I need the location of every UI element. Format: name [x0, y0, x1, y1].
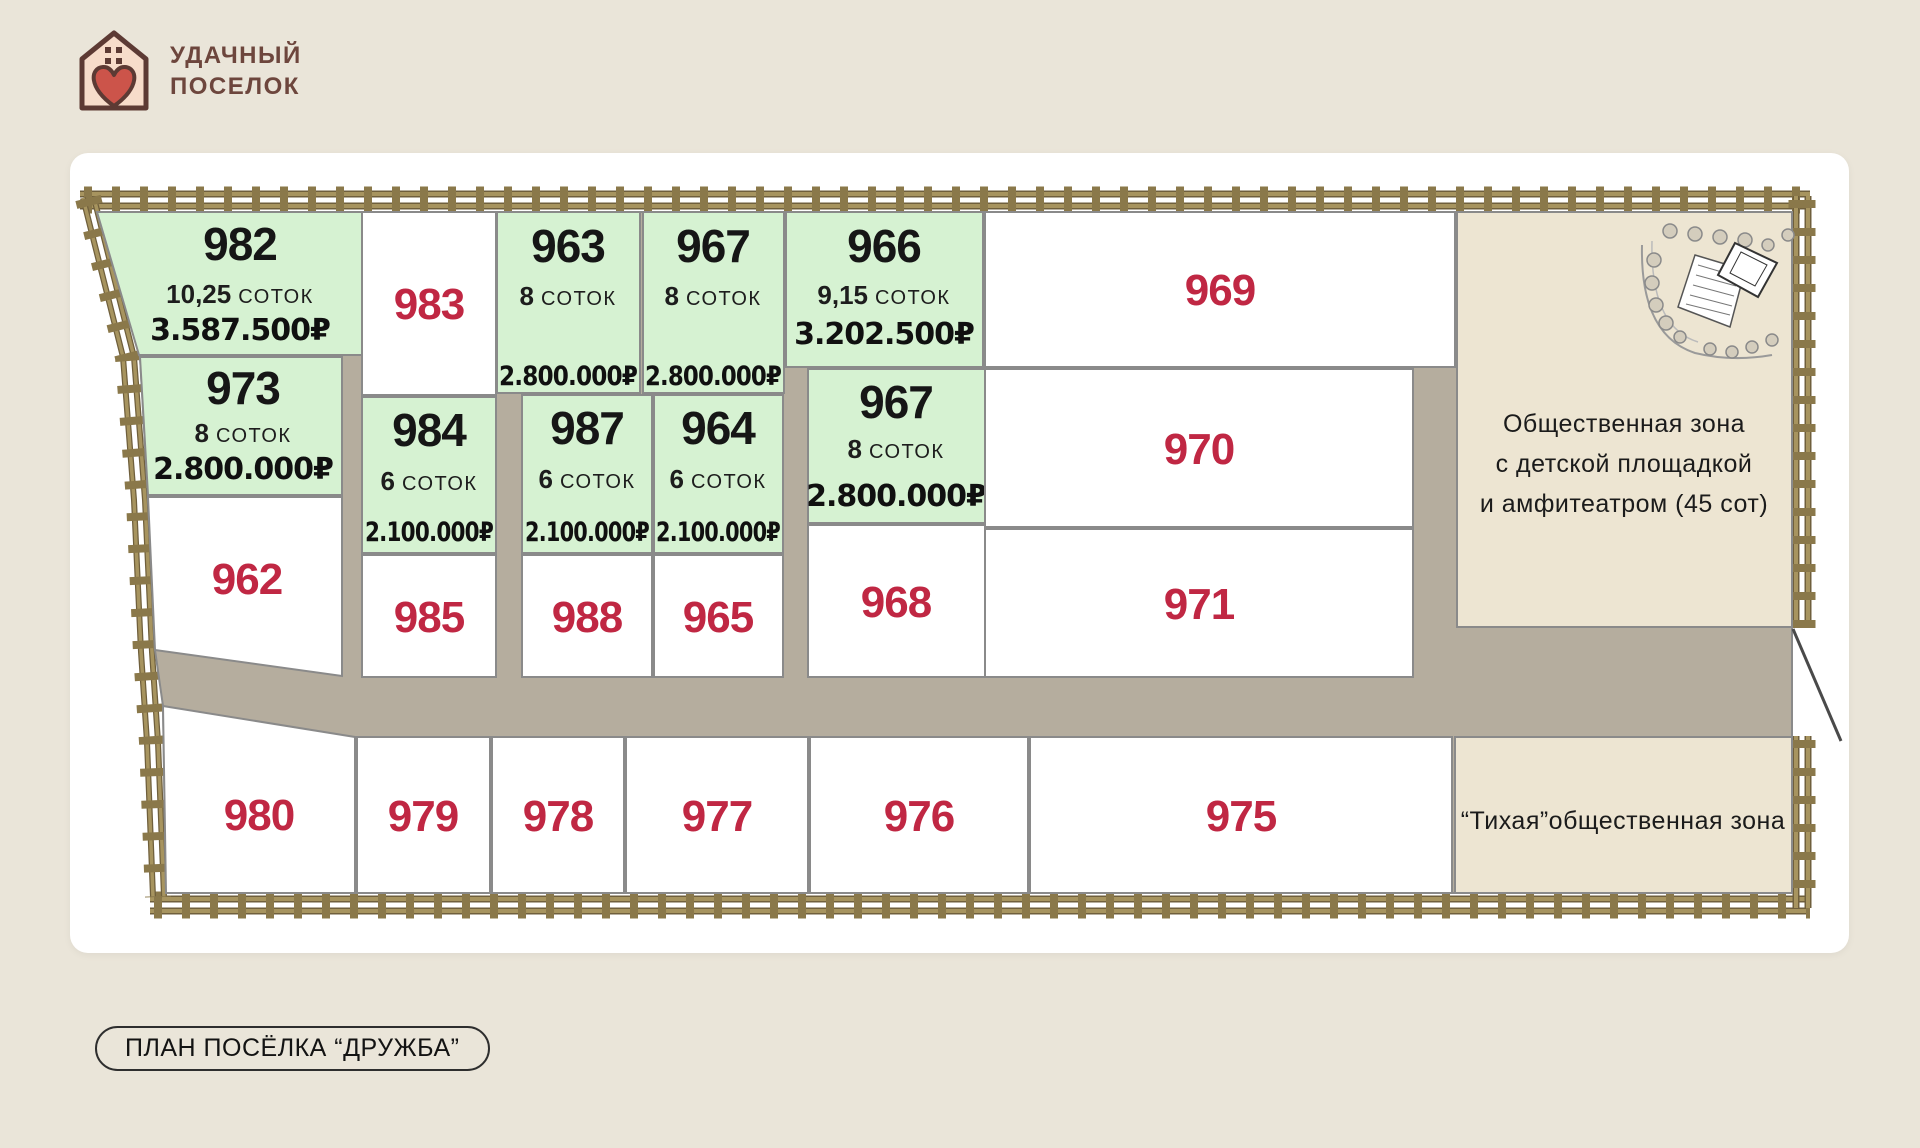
plot-966[interactable]: 966 9,15 СОТОК 3.202.500₽	[785, 211, 984, 368]
plot-price: 3.202.500₽	[794, 317, 974, 352]
plot-price: 2.800.000₽	[806, 479, 986, 514]
plot-number: 977	[682, 792, 752, 841]
plot-984[interactable]: 984 6 СОТОК 2.100.000₽	[361, 396, 497, 554]
plot-number: 971	[1164, 580, 1235, 629]
plot-size: 8 СОТОК	[847, 434, 944, 464]
plot-967-lower[interactable]: 967 8 СОТОК 2.800.000₽	[806, 368, 987, 524]
amphitheater-illustration	[1640, 223, 1795, 360]
plot-number: 965	[683, 593, 754, 642]
plot-983[interactable]: 983	[361, 211, 497, 396]
fence-top	[80, 186, 1810, 214]
plot-number: 984	[392, 404, 467, 456]
plot-number: 973	[206, 362, 280, 414]
plot-965[interactable]: 965	[653, 554, 784, 678]
plot-number: 987	[550, 402, 624, 454]
plot-978[interactable]: 978	[491, 736, 625, 894]
plot-982[interactable]: 982 10,25 СОТОК 3.587.500₽	[95, 211, 363, 356]
plot-976[interactable]: 976	[809, 736, 1029, 894]
fence-bottom	[150, 891, 1810, 919]
plot-975[interactable]: 975	[1029, 736, 1453, 894]
plot-price: 2.800.000₽	[499, 361, 637, 392]
plot-969[interactable]: 969	[984, 211, 1456, 368]
plot-number: 963	[531, 220, 605, 272]
plot-number: 967	[859, 376, 933, 428]
plot-price: 2.800.000₽	[153, 452, 333, 487]
plot-970[interactable]: 970	[984, 368, 1414, 528]
plot-973[interactable]: 973 8 СОТОК 2.800.000₽	[138, 356, 343, 496]
plot-number: 962	[212, 555, 282, 604]
plot-size: 10,25 СОТОК	[166, 279, 314, 309]
zone-public-label-line2: с детской площадкой	[1496, 450, 1753, 478]
zone-public-label-line1: Общественная зона	[1503, 410, 1745, 438]
logo-house-heart-icon	[79, 30, 149, 111]
plot-number: 975	[1206, 792, 1277, 841]
stage-building	[1716, 241, 1779, 299]
plot-number: 976	[884, 792, 954, 841]
plot-price: 2.800.000₽	[645, 361, 781, 392]
zone-quiet-area	[1454, 736, 1793, 894]
plot-size: 8 СОТОК	[519, 281, 616, 311]
logo-line1: УДАЧНЫЙ	[170, 42, 302, 69]
trees	[1644, 223, 1795, 359]
plot-985[interactable]: 985	[361, 554, 497, 678]
plot-number: 985	[394, 593, 465, 642]
plot-number: 982	[203, 218, 277, 270]
plot-971[interactable]: 971	[984, 528, 1414, 678]
plot-number: 980	[224, 791, 294, 840]
plot-967-upper[interactable]: 967 8 СОТОК 2.800.000₽	[642, 211, 785, 394]
fence-left	[75, 194, 171, 898]
plan-title-badge: ПЛАН ПОСЁЛКА “ДРУЖБА”	[95, 1026, 490, 1071]
plan-card: Общественная зона с детской площадкой и …	[70, 153, 1849, 953]
plot-number: 968	[861, 578, 932, 627]
plan-map: Общественная зона с детской площадкой и …	[75, 186, 1843, 919]
road-exit-line	[1791, 628, 1843, 742]
zone-public: Общественная зона с детской площадкой и …	[1456, 211, 1795, 628]
zone-public-label-line3: и амфитеатром (45 сот)	[1480, 490, 1768, 518]
plot-price: 2.100.000₽	[365, 517, 493, 548]
logo-text: УДАЧНЫЙ ПОСЕЛОК	[170, 40, 302, 102]
plot-number: 983	[394, 280, 464, 329]
plot-number: 967	[676, 220, 750, 272]
plot-price: 2.100.000₽	[656, 517, 780, 548]
plot-size: 8 СОТОК	[664, 281, 761, 311]
fence-right	[1788, 196, 1816, 908]
plot-number: 978	[523, 792, 594, 841]
plot-size: 6 СОТОК	[380, 466, 477, 496]
plot-963[interactable]: 963 8 СОТОК 2.800.000₽	[496, 211, 641, 394]
plot-979[interactable]: 979	[356, 736, 491, 894]
logo-line2: ПОСЕЛОК	[170, 73, 300, 100]
plot-964[interactable]: 964 6 СОТОК 2.100.000₽	[653, 394, 784, 554]
plot-size: 6 СОТОК	[669, 464, 766, 494]
plot-962[interactable]: 962	[146, 496, 343, 678]
plot-980[interactable]: 980	[161, 704, 356, 894]
plot-968[interactable]: 968	[807, 524, 986, 678]
plot-price: 2.100.000₽	[525, 517, 649, 548]
zone-quiet-label: “Тихая”общественная зона	[1461, 807, 1786, 835]
plot-number: 979	[388, 792, 458, 841]
plot-987[interactable]: 987 6 СОТОК 2.100.000₽	[521, 394, 653, 554]
plot-number: 964	[681, 402, 756, 454]
plot-number: 966	[847, 220, 921, 272]
plot-size: 9,15 СОТОК	[817, 280, 950, 310]
zone-quiet: “Тихая”общественная зона	[1454, 736, 1793, 894]
plot-size: 6 СОТОК	[538, 464, 635, 494]
plot-number: 970	[1164, 425, 1234, 474]
fence	[75, 186, 1816, 919]
plot-number: 969	[1185, 266, 1255, 315]
plot-977[interactable]: 977	[625, 736, 809, 894]
plot-number: 988	[552, 593, 623, 642]
plan-title-text: ПЛАН ПОСЁЛКА “ДРУЖБА”	[125, 1034, 460, 1062]
logo: УДАЧНЫЙ ПОСЕЛОК	[74, 28, 302, 114]
plot-size: 8 СОТОК	[194, 418, 291, 448]
plot-price: 3.587.500₽	[150, 313, 330, 348]
plot-988[interactable]: 988	[521, 554, 653, 678]
